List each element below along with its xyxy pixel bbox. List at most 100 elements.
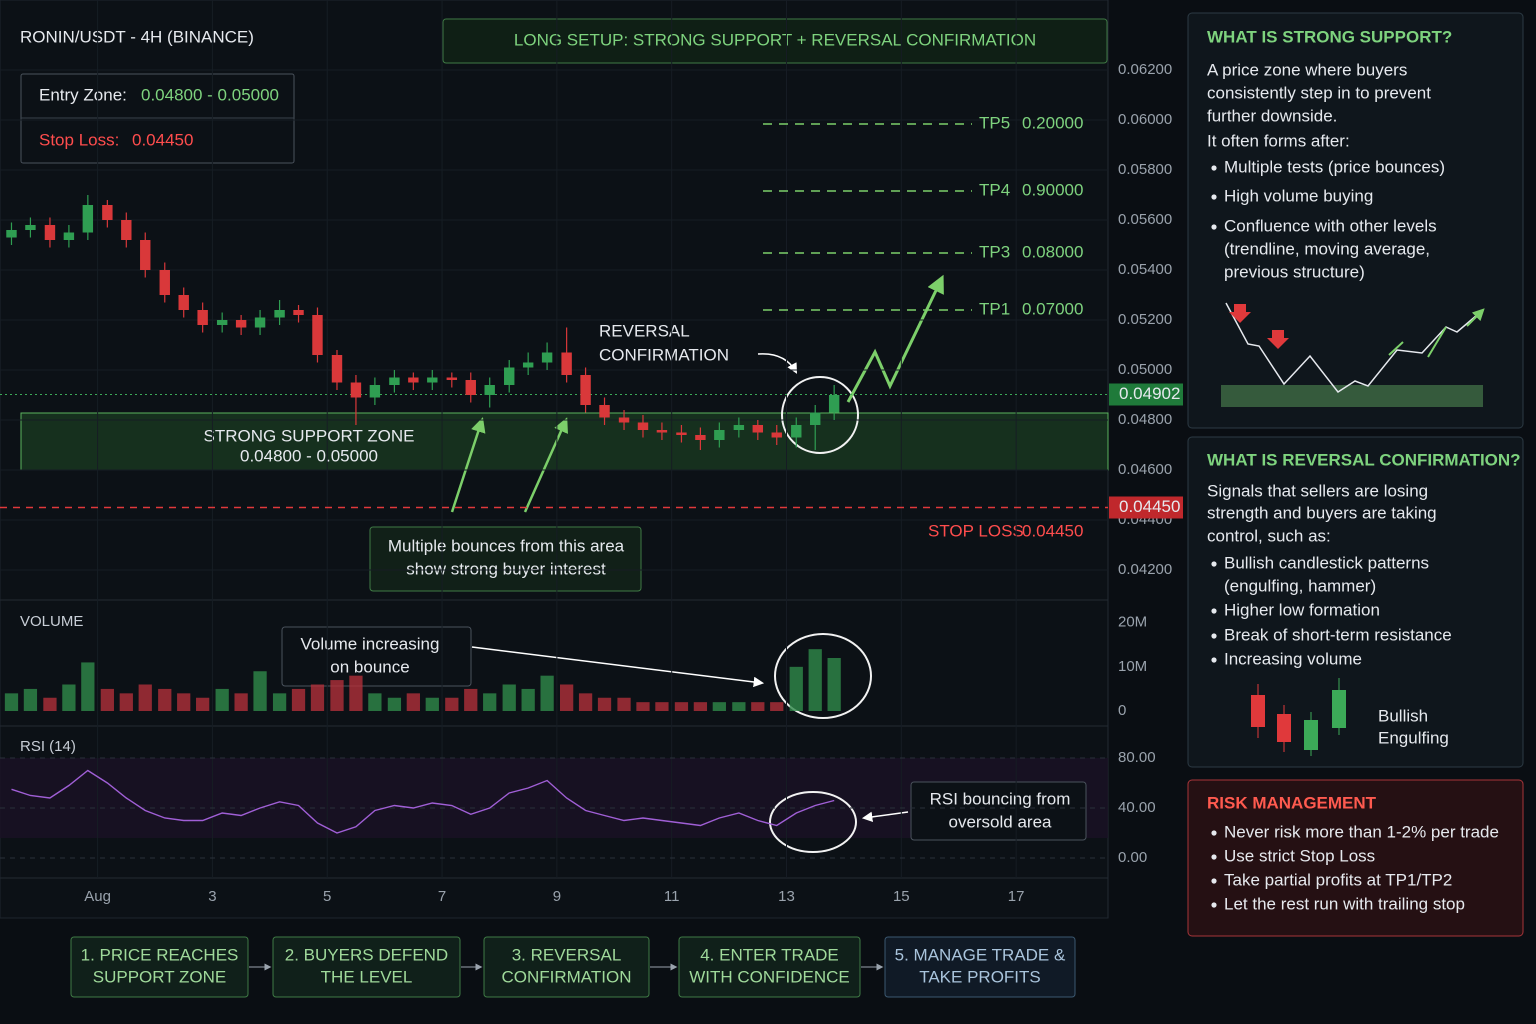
panel-title: RISK MANAGEMENT — [1207, 793, 1377, 812]
rsi-note-box — [910, 781, 1087, 841]
volume-circle — [774, 633, 872, 719]
candle-body — [63, 232, 75, 240]
engulfing-icon — [1251, 678, 1346, 756]
candle-body — [791, 425, 802, 438]
volume-bar — [770, 702, 784, 711]
panel-bullet: (engulfing, hammer) — [1224, 576, 1376, 595]
rsi-line — [11, 769, 835, 834]
step-label: 1. PRICE REACHES — [81, 945, 239, 964]
stop-loss-note-price: 0.04450 — [1022, 521, 1083, 540]
volume-bar — [732, 702, 746, 711]
reversal-circle — [781, 376, 859, 454]
y-tick-label: 0.06200 — [1118, 61, 1172, 78]
step-label: 4. ENTER TRADE — [700, 945, 839, 964]
panel-bullet: High volume buying — [1224, 186, 1373, 205]
panel-bullet: Take partial profits at TP1/TP2 — [1224, 870, 1452, 889]
panel-title: WHAT IS STRONG SUPPORT? — [1207, 27, 1452, 46]
setup-title: LONG SETUP: STRONG SUPPORT + REVERSAL CO… — [514, 30, 1036, 49]
panel-body: It often forms after: — [1207, 131, 1350, 150]
rsi-note: oversold area — [948, 812, 1052, 831]
x-tick-label: Aug — [84, 888, 111, 905]
bullet-dot — [1211, 902, 1217, 908]
y-tick-label: 0.04200 — [1118, 561, 1172, 578]
panel-title: WHAT IS REVERSAL CONFIRMATION? — [1207, 450, 1521, 469]
y-tick-label: 80.00 — [1118, 749, 1156, 766]
panel-bullet: Bullish candlestick patterns — [1224, 553, 1429, 572]
tp-price: 0.90000 — [1022, 180, 1083, 199]
volume-bar — [253, 671, 267, 711]
candle-body — [159, 270, 170, 295]
panel-bullet: Break of short-term resistance — [1224, 625, 1452, 644]
candle-body — [235, 320, 247, 328]
volume-bar — [234, 693, 248, 711]
tp-name: TP1 — [979, 299, 1010, 318]
volume-bar — [674, 702, 689, 711]
volume-bar — [827, 658, 841, 711]
panel-body: consistently step in to prevent — [1207, 83, 1431, 102]
volume-bar — [43, 697, 57, 711]
support-zone-label: STRONG SUPPORT ZONE — [204, 426, 415, 445]
volume-bar — [4, 693, 19, 711]
volume-bar — [483, 693, 497, 711]
candle-body — [541, 352, 553, 363]
panel-body: control, such as: — [1207, 526, 1331, 545]
y-tick-label: 40.00 — [1118, 799, 1156, 816]
pane-title: RSI (14) — [20, 738, 76, 755]
tp-price: 0.07000 — [1022, 299, 1083, 318]
panel-body: further downside. — [1207, 106, 1337, 125]
volume-bar — [578, 693, 593, 711]
candle-body — [618, 417, 630, 423]
pair-title: RONIN/USDT - 4H (BINANCE) — [20, 27, 254, 46]
bullet-dot — [1211, 608, 1217, 614]
candle-body — [389, 377, 400, 385]
volume-note-box — [281, 626, 472, 687]
x-tick-label: 9 — [553, 888, 561, 905]
step-box — [678, 936, 861, 998]
x-tick-label: 7 — [438, 888, 446, 905]
candle-body — [733, 425, 745, 430]
candle-body — [274, 310, 285, 318]
bullet-dot — [1211, 165, 1217, 171]
bounce-box — [369, 526, 642, 592]
candle-body — [408, 377, 419, 383]
pattern-label: Bullish — [1378, 706, 1428, 725]
y-tick-label: 0.06000 — [1118, 111, 1172, 128]
volume-bar — [272, 693, 287, 711]
volume-bar — [330, 680, 344, 711]
volume-bar — [540, 675, 554, 711]
x-tick-label: 5 — [323, 888, 331, 905]
candle-body — [44, 225, 56, 240]
volume-bar — [23, 688, 38, 711]
panel-bullet: Let the rest run with trailing stop — [1224, 894, 1465, 913]
candle-body — [637, 422, 649, 430]
current-price-tag — [1109, 383, 1183, 406]
volume-bar — [291, 688, 306, 711]
volume-bar — [387, 697, 402, 711]
candle-body — [599, 405, 610, 418]
candle-body — [82, 205, 94, 233]
candle-body — [695, 435, 706, 440]
step-label: SUPPORT ZONE — [93, 967, 227, 986]
stop-price-label: 0.04450 — [1119, 497, 1180, 516]
panel-bullet: Use strict Stop Loss — [1224, 846, 1375, 865]
bullet-dot — [1211, 194, 1217, 200]
tp-name: TP5 — [979, 113, 1010, 132]
tp-price: 0.20000 — [1022, 113, 1083, 132]
candle-body — [580, 375, 591, 405]
volume-bar — [464, 688, 478, 711]
pane-title: VOLUME — [20, 613, 83, 630]
rsi-arrow — [861, 811, 909, 823]
volume-bar — [597, 697, 612, 711]
rsi-note: RSI bouncing from — [930, 789, 1071, 808]
x-tick-label: 11 — [664, 888, 680, 905]
volume-bar — [406, 693, 420, 711]
y-tick-label: 10M — [1118, 658, 1147, 675]
bullet-dot — [1211, 561, 1217, 567]
projection-arrow — [846, 274, 944, 403]
stop-value: 0.04450 — [132, 130, 193, 149]
candle-body — [465, 380, 476, 395]
y-tick-label: 0.05400 — [1118, 261, 1172, 278]
candle-body — [484, 385, 495, 395]
step-label: CONFIRMATION — [501, 967, 631, 986]
